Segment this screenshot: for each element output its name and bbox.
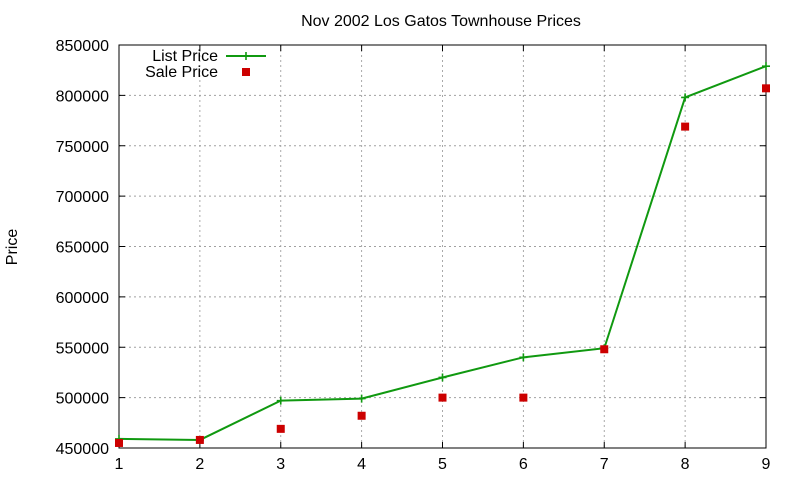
sale-price-point bbox=[762, 84, 770, 93]
x-tick-label: 9 bbox=[762, 456, 771, 473]
y-tick-label: 450000 bbox=[56, 441, 109, 458]
list-price-point bbox=[276, 396, 285, 405]
x-tick-label: 2 bbox=[195, 456, 204, 473]
y-tick-label: 600000 bbox=[56, 290, 109, 307]
x-tick-label: 1 bbox=[115, 456, 124, 473]
x-tick-label: 6 bbox=[519, 456, 528, 473]
list-price-point bbox=[357, 394, 366, 403]
x-axis-ticks: 1 2 3 4 5 6 7 8 9 bbox=[115, 45, 771, 473]
y-axis-ticks: 450000 500000 550000 600000 650000 700000 7500… bbox=[56, 38, 766, 458]
x-tick-label: 3 bbox=[276, 456, 285, 473]
sale-price-point bbox=[438, 393, 447, 402]
y-tick-label: 750000 bbox=[56, 139, 109, 156]
x-tick-label: 5 bbox=[438, 456, 447, 473]
legend-marker-list-price bbox=[242, 52, 250, 60]
x-tick-label: 7 bbox=[600, 456, 609, 473]
series-layer bbox=[115, 62, 770, 447]
sale-price-point bbox=[519, 393, 528, 402]
sale-price-point bbox=[276, 424, 285, 433]
list-price-point bbox=[681, 93, 690, 102]
sale-price-point bbox=[115, 438, 123, 447]
sale-price-point bbox=[357, 411, 366, 420]
legend-label-list-price: List Price bbox=[152, 48, 218, 65]
y-tick-label: 800000 bbox=[56, 88, 109, 105]
list-price-point bbox=[519, 353, 528, 362]
y-axis-label: Price bbox=[4, 229, 21, 266]
list-price-point bbox=[438, 373, 447, 382]
y-tick-label: 650000 bbox=[56, 240, 109, 257]
list-price-line bbox=[118, 65, 767, 441]
y-tick-label: 500000 bbox=[56, 391, 109, 408]
y-tick-label: 700000 bbox=[56, 189, 109, 206]
grid-lines bbox=[119, 45, 766, 448]
legend-marker-sale-price bbox=[242, 68, 250, 76]
y-tick-label: 850000 bbox=[56, 38, 109, 55]
chart-title: Nov 2002 Los Gatos Townhouse Prices bbox=[301, 13, 581, 30]
x-tick-label: 8 bbox=[681, 456, 690, 473]
sale-price-point bbox=[681, 122, 690, 131]
sale-price-point bbox=[195, 435, 204, 444]
x-tick-label: 4 bbox=[357, 456, 366, 473]
y-tick-label: 550000 bbox=[56, 340, 109, 357]
sale-price-point bbox=[600, 345, 609, 354]
list-price-point bbox=[762, 62, 770, 71]
legend-label-sale-price: Sale Price bbox=[145, 64, 218, 81]
